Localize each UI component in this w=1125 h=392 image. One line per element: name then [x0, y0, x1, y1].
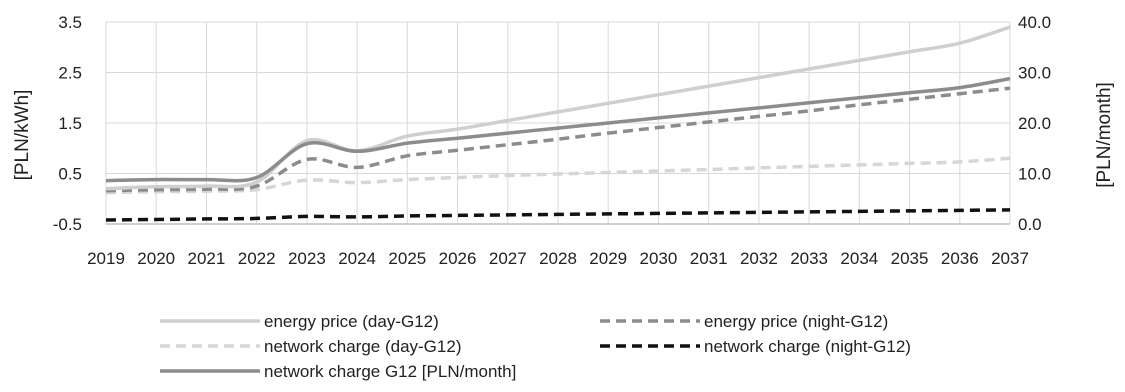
- y-tick-label: 2.5: [58, 64, 82, 83]
- y-tick-label: -0.5: [53, 215, 82, 234]
- y2-tick-label: 20.0: [1018, 114, 1051, 133]
- series-line-2: [105, 156, 1011, 195]
- left-axis-ticks: -0.5 0.5 1.5 2.5 3.5: [53, 13, 82, 234]
- series-line-4: [105, 76, 1011, 183]
- x-axis-ticks: 2019 2020 2021 2022 2023 2024 2025 2026 2027 2028…: [87, 249, 1029, 268]
- y-tick-label: 0.5: [58, 165, 82, 184]
- left-axis-title: [PLN/kWh]: [12, 90, 33, 181]
- right-axis-ticks: 0.0 10.0 20.0 30.0 40.0: [1018, 13, 1051, 234]
- x-tick-label: 2021: [188, 249, 226, 268]
- grid-lines: [105, 21, 1011, 225]
- x-tick-label: 2027: [489, 249, 527, 268]
- x-tick-label: 2035: [891, 249, 929, 268]
- x-tick-label: 2037: [991, 249, 1029, 268]
- x-tick-label: 2031: [690, 249, 728, 268]
- legend-label: network charge (night-G12): [704, 337, 911, 356]
- y-tick-label: 3.5: [58, 13, 82, 32]
- legend-label: energy price (night-G12): [704, 312, 888, 331]
- legend-label: network charge G12 [PLN/month]: [264, 362, 516, 381]
- right-axis-title: [PLN/month]: [1094, 82, 1115, 188]
- legend-label: energy price (day-G12): [264, 312, 439, 331]
- x-tick-label: 2019: [87, 249, 125, 268]
- legend: energy price (day-G12) energy price (nigh…: [160, 312, 911, 381]
- x-tick-label: 2025: [388, 249, 426, 268]
- y-tick-label: 1.5: [58, 114, 82, 133]
- series-lines: [105, 25, 1011, 222]
- x-tick-label: 2036: [941, 249, 979, 268]
- x-tick-label: 2023: [288, 249, 326, 268]
- x-tick-label: 2032: [740, 249, 778, 268]
- series-line-3: [105, 208, 1011, 222]
- y2-tick-label: 10.0: [1018, 165, 1051, 184]
- x-tick-label: 2024: [338, 249, 376, 268]
- x-tick-label: 2026: [439, 249, 477, 268]
- x-tick-label: 2022: [238, 249, 276, 268]
- x-tick-label: 2028: [539, 249, 577, 268]
- x-tick-label: 2034: [840, 249, 878, 268]
- y2-tick-label: 30.0: [1018, 64, 1051, 83]
- x-tick-label: 2020: [137, 249, 175, 268]
- series-line-1: [105, 86, 1011, 193]
- legend-label: network charge (day-G12): [264, 337, 461, 356]
- x-tick-label: 2030: [640, 249, 678, 268]
- series-line-0: [105, 25, 1011, 191]
- y2-tick-label: 0.0: [1018, 215, 1042, 234]
- x-tick-label: 2029: [589, 249, 627, 268]
- y2-tick-label: 40.0: [1018, 13, 1051, 32]
- x-tick-label: 2033: [790, 249, 828, 268]
